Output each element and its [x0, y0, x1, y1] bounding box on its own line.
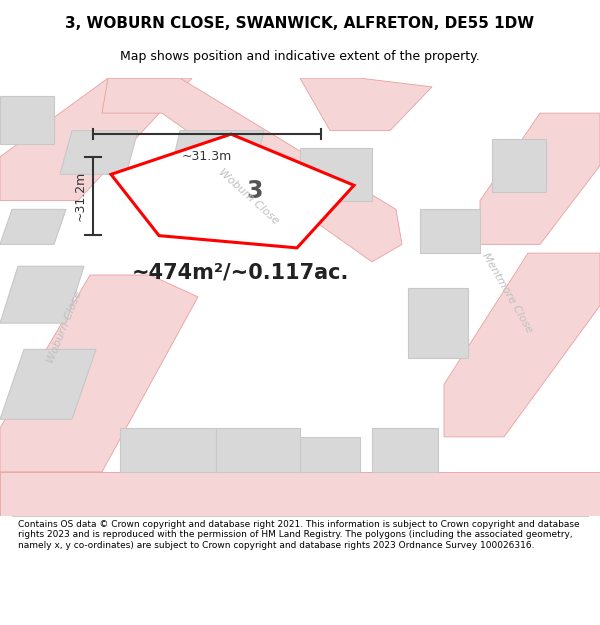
Text: Contains OS data © Crown copyright and database right 2021. This information is : Contains OS data © Crown copyright and d…	[18, 520, 580, 550]
Polygon shape	[0, 349, 96, 419]
Text: Mentmore Close: Mentmore Close	[480, 251, 534, 334]
Polygon shape	[216, 428, 300, 472]
Polygon shape	[111, 134, 354, 248]
Polygon shape	[420, 209, 480, 253]
Polygon shape	[444, 253, 600, 437]
Polygon shape	[300, 437, 360, 472]
Polygon shape	[0, 96, 54, 144]
Polygon shape	[300, 78, 432, 131]
Polygon shape	[0, 78, 192, 201]
Polygon shape	[60, 131, 138, 174]
Text: ~474m²/~0.117ac.: ~474m²/~0.117ac.	[132, 262, 349, 282]
Text: Woburn Close: Woburn Close	[217, 167, 281, 226]
Polygon shape	[372, 428, 438, 472]
Polygon shape	[168, 131, 264, 183]
Polygon shape	[0, 266, 84, 323]
Polygon shape	[0, 275, 198, 472]
Polygon shape	[480, 113, 600, 244]
Polygon shape	[0, 472, 600, 516]
Polygon shape	[120, 428, 216, 472]
Polygon shape	[0, 209, 66, 244]
Polygon shape	[408, 288, 468, 358]
Polygon shape	[492, 139, 546, 192]
Text: 3: 3	[246, 179, 263, 203]
Polygon shape	[300, 148, 372, 201]
Text: 3, WOBURN CLOSE, SWANWICK, ALFRETON, DE55 1DW: 3, WOBURN CLOSE, SWANWICK, ALFRETON, DE5…	[65, 16, 535, 31]
Text: Woburn Close: Woburn Close	[46, 290, 84, 365]
Text: Map shows position and indicative extent of the property.: Map shows position and indicative extent…	[120, 50, 480, 62]
Polygon shape	[102, 78, 402, 262]
Text: ~31.2m: ~31.2m	[73, 171, 86, 221]
Text: ~31.3m: ~31.3m	[182, 150, 232, 163]
